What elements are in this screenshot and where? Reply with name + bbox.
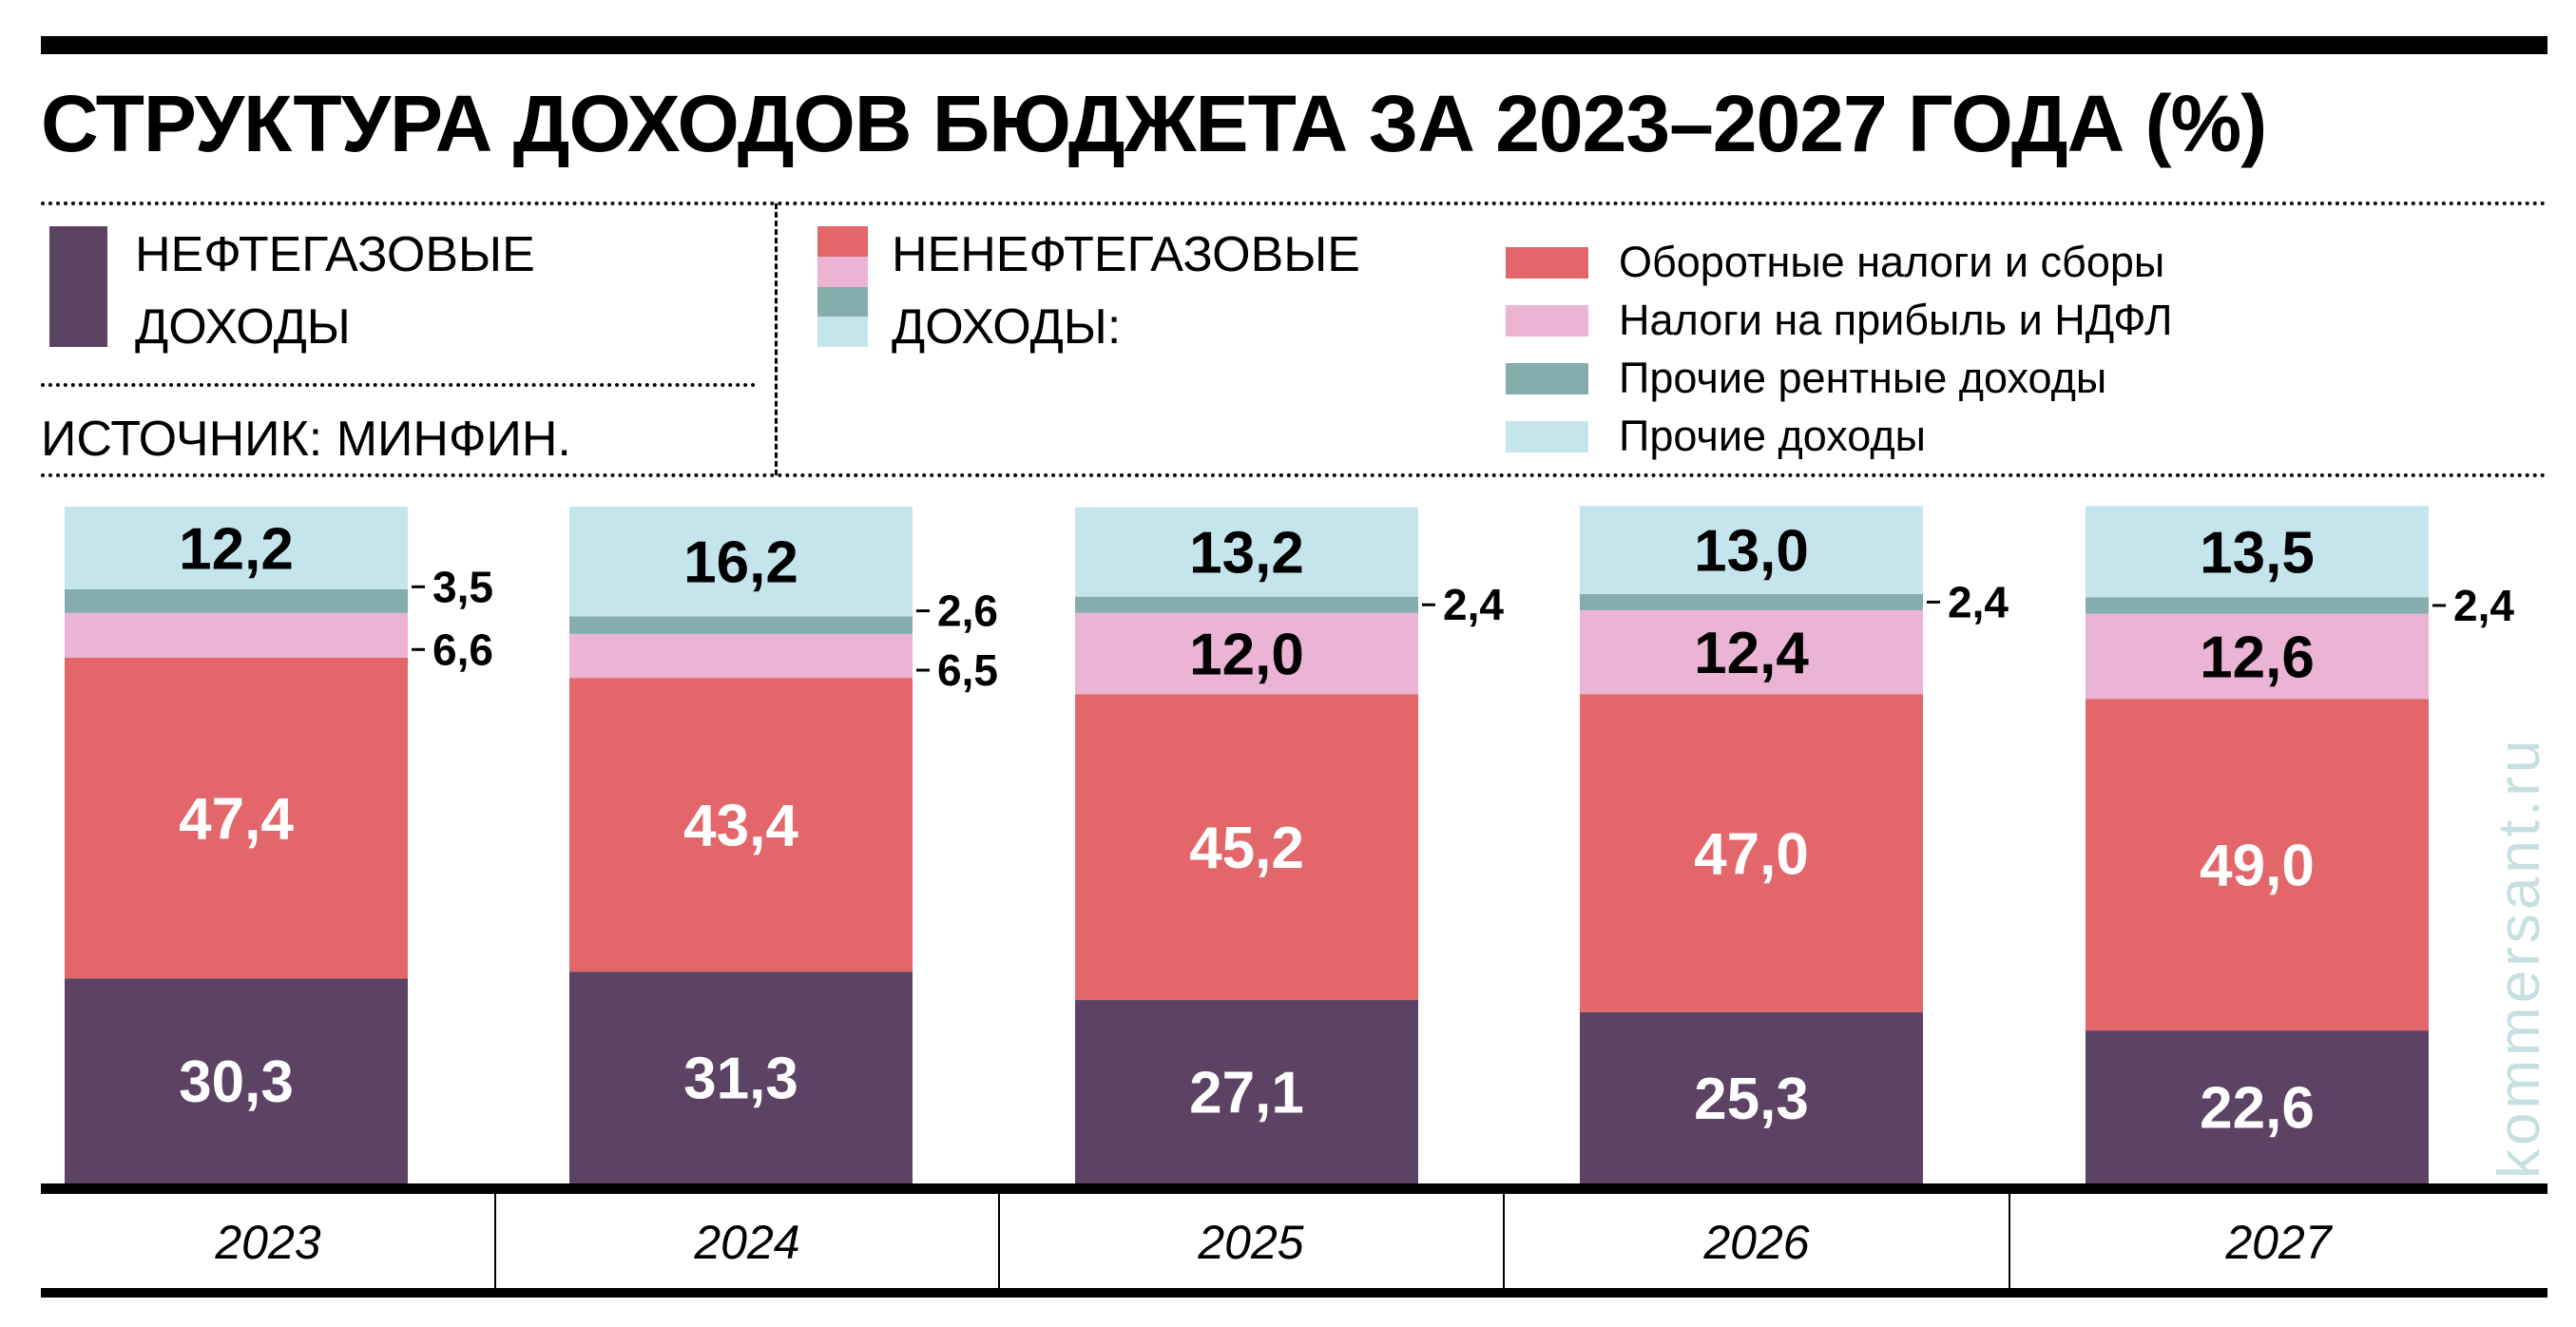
bar-segment xyxy=(569,678,913,972)
data-label: 45,2 xyxy=(1189,816,1304,881)
bar-segment xyxy=(1075,694,1418,1001)
bar-segment xyxy=(1580,609,1923,695)
data-label: 13,5 xyxy=(2200,520,2315,586)
bar-segment xyxy=(569,507,913,617)
data-label: 3,5 xyxy=(433,562,493,611)
data-label: 47,4 xyxy=(179,787,294,853)
data-label: 31,3 xyxy=(683,1047,798,1112)
bar-segment xyxy=(65,507,408,589)
top-rule xyxy=(41,36,2547,54)
legend-line: НЕНЕФТЕГАЗОВЫЕ xyxy=(892,227,1360,282)
x-tick-label: 2024 xyxy=(693,1216,799,1269)
divider xyxy=(41,383,756,387)
data-label: 2,6 xyxy=(937,587,998,636)
legend-line: НЕФТЕГАЗОВЫЕ xyxy=(135,227,535,282)
bar-segment xyxy=(2086,699,2429,1031)
data-label: 12,6 xyxy=(2200,625,2315,690)
data-label: 2,4 xyxy=(2453,581,2514,630)
legend-label: Налоги на прибыль и НДФЛ xyxy=(1619,296,2173,344)
data-label: 6,6 xyxy=(433,625,493,674)
legend-swatch xyxy=(1506,420,1588,452)
legend-label: Прочие рентные доходы xyxy=(1619,354,2107,402)
bar-segment xyxy=(569,633,913,679)
bar-segment xyxy=(2086,506,2429,598)
bar-segment xyxy=(1580,1011,1923,1183)
legend-label: Оборотные налоги и сборы xyxy=(1619,238,2165,286)
data-label: 6,5 xyxy=(937,645,998,695)
bar-segment xyxy=(1580,506,1923,594)
divider xyxy=(41,202,2547,205)
data-label: 12,4 xyxy=(1694,621,1809,686)
legend-swatch xyxy=(1506,362,1588,394)
legend-swatch-oil-gas xyxy=(49,226,107,347)
legend-item: Оборотные налоги и сборы xyxy=(1506,238,2164,287)
data-label: 13,0 xyxy=(1694,519,1809,585)
legend-line: ДОХОДЫ: xyxy=(892,299,1122,355)
bar-segment xyxy=(2086,613,2429,700)
data-label: 43,4 xyxy=(683,794,798,859)
data-label: 16,2 xyxy=(683,530,798,596)
data-label: 47,0 xyxy=(1694,822,1809,888)
bar-segment xyxy=(65,978,408,1183)
data-label: 30,3 xyxy=(179,1049,294,1115)
chart-title: СТРУКТУРА ДОХОДОВ БЮДЖЕТА ЗА 2023–2027 Г… xyxy=(41,79,2267,168)
x-axis-line xyxy=(41,1183,2547,1194)
legend-item: Налоги на прибыль и НДФЛ xyxy=(1506,296,2172,345)
source-note: ИСТОЧНИК: МИНФИН. xyxy=(41,412,571,467)
watermark: kommersant.ru xyxy=(2487,736,2552,1179)
legend-item: Прочие рентные доходы xyxy=(1506,354,2106,403)
legend-swatch-non-oil-gas xyxy=(817,226,868,347)
bar-segment xyxy=(569,971,913,1183)
data-label: 27,1 xyxy=(1189,1061,1304,1126)
bar-segment xyxy=(65,612,408,658)
data-label: 2,4 xyxy=(1443,580,1504,629)
legend-swatch xyxy=(1506,304,1588,337)
bar-segment xyxy=(569,616,913,634)
bar-segment xyxy=(2086,1030,2429,1183)
divider xyxy=(775,203,778,475)
bar-segment xyxy=(1580,694,1923,1012)
data-label: 13,2 xyxy=(1189,521,1304,587)
data-label: 22,6 xyxy=(2200,1076,2315,1142)
bar-segment xyxy=(1075,1000,1418,1183)
legend-swatch xyxy=(1506,246,1588,279)
legend-line: ДОХОДЫ xyxy=(135,299,351,355)
bar-segment xyxy=(2086,597,2429,614)
bar-segment xyxy=(65,657,408,979)
divider xyxy=(41,473,2547,477)
bottom-rule xyxy=(41,1288,2547,1298)
bar-segment xyxy=(1075,612,1418,695)
x-tick-label: 2023 xyxy=(214,1216,320,1269)
legend-oil-gas-label: НЕФТЕГАЗОВЫЕ ДОХОДЫ xyxy=(135,219,535,363)
data-label: 12,2 xyxy=(179,516,294,582)
x-tick-label: 2025 xyxy=(1197,1216,1303,1269)
bar-segment xyxy=(1075,596,1418,613)
data-label: 25,3 xyxy=(1694,1067,1809,1132)
bar-segment xyxy=(1580,593,1923,610)
data-label: 49,0 xyxy=(2200,834,2315,899)
x-tick-label: 2026 xyxy=(1702,1216,1809,1269)
data-label: 12,0 xyxy=(1189,623,1304,688)
legend-item: Прочие доходы xyxy=(1506,412,1926,461)
x-tick-label: 2027 xyxy=(2224,1216,2333,1269)
data-label: 2,4 xyxy=(1948,577,2009,626)
legend-label: Прочие доходы xyxy=(1619,412,1926,460)
legend-non-oil-gas-label: НЕНЕФТЕГАЗОВЫЕ ДОХОДЫ: xyxy=(892,219,1360,363)
bar-segment xyxy=(65,588,408,613)
bar-segment xyxy=(1075,507,1418,597)
